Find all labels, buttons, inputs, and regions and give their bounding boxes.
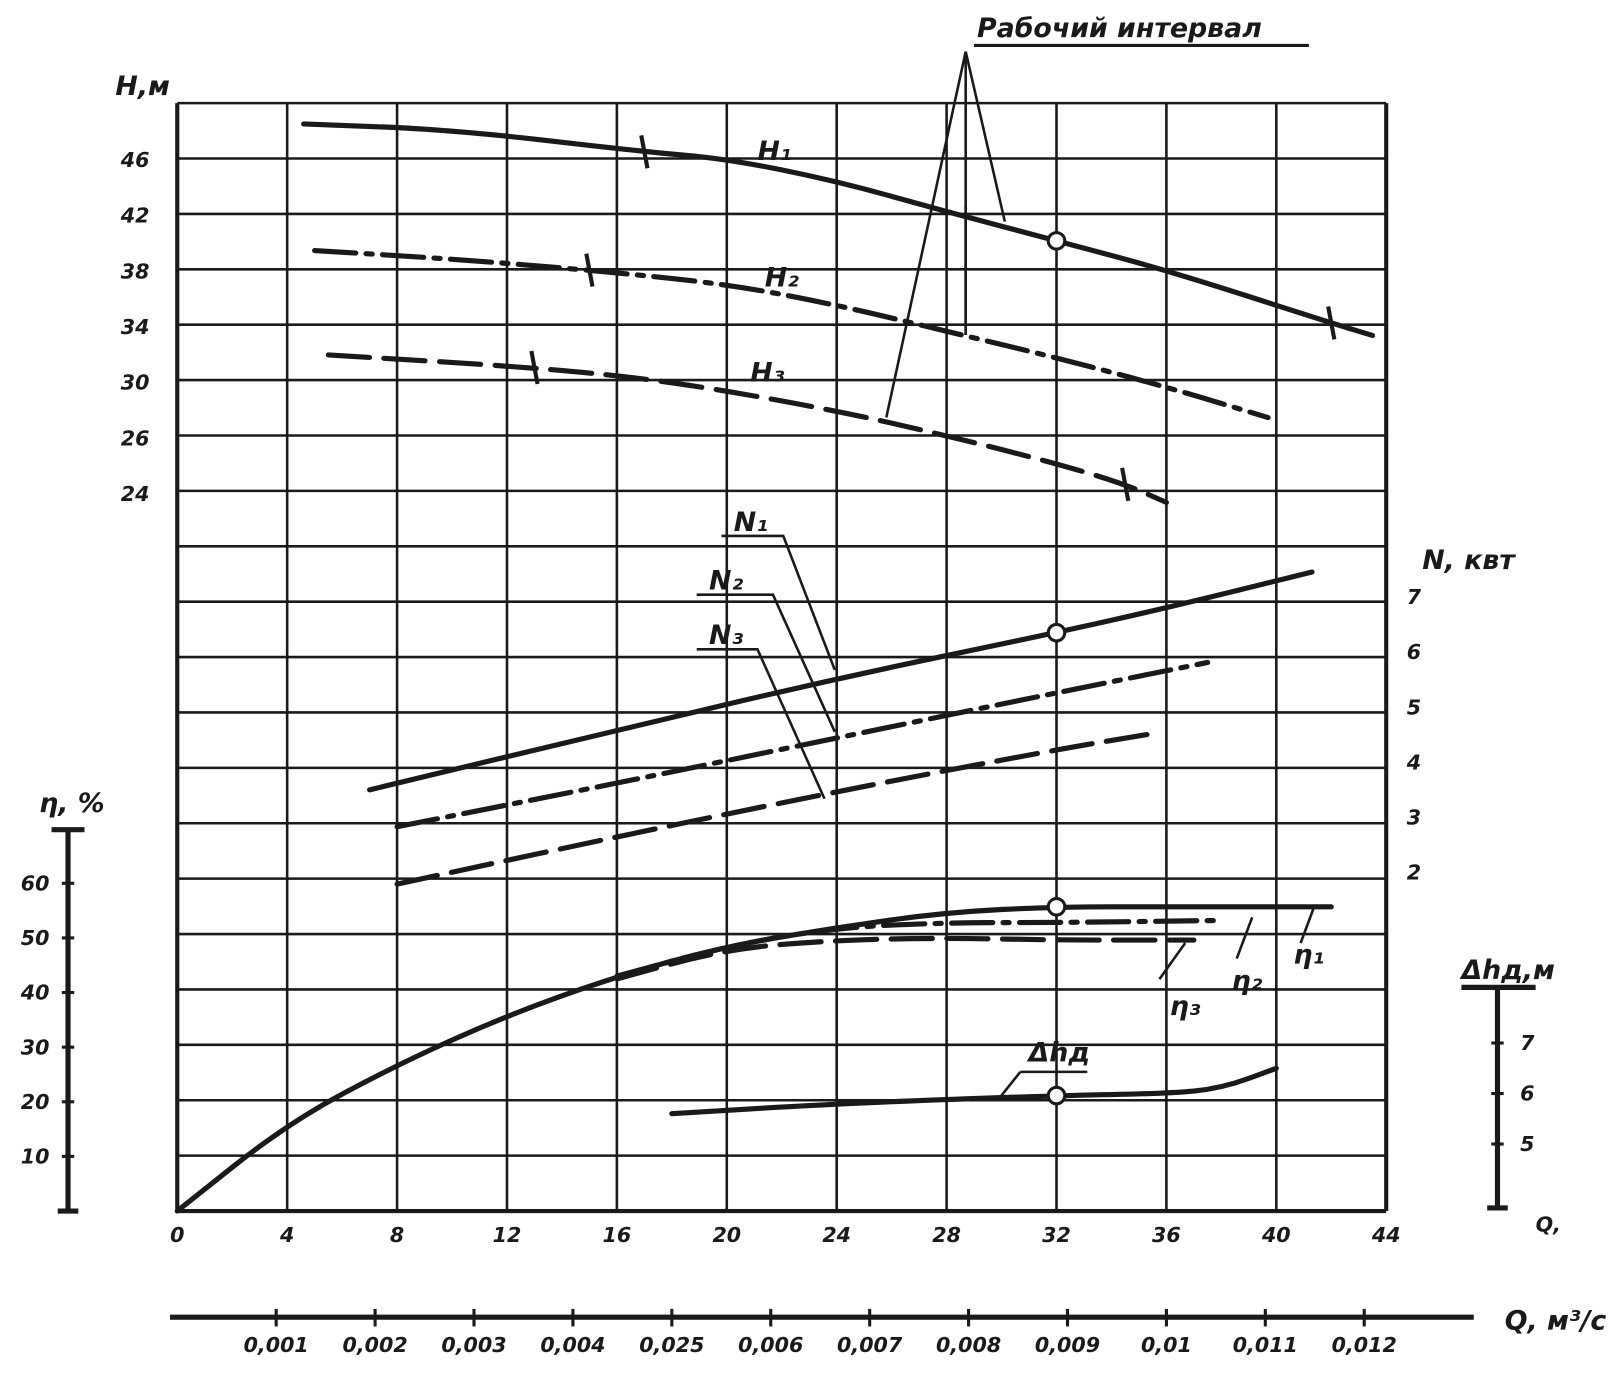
curve-tick-mark: [584, 253, 595, 287]
operating-point-marker: [1046, 622, 1067, 643]
q-m3s-axis-title: Q, м³/с: [1505, 1306, 1607, 1337]
n-tick-label: 4: [1406, 750, 1421, 774]
q-m3s-tick-label: 0,006: [738, 1333, 803, 1357]
x-tick-label: 16: [603, 1223, 632, 1247]
series-label-leader: [696, 648, 826, 800]
n-tick-label: 5: [1407, 695, 1421, 719]
series-line-1: [301, 121, 1376, 339]
x-tick-label: 44: [1371, 1223, 1401, 1247]
eta-tick-label: 30: [21, 1035, 50, 1059]
curve-tick-mark: [1326, 306, 1337, 340]
series-line-8: [614, 917, 1224, 979]
n-axis-title: N, квт: [1422, 545, 1516, 576]
eta-tick-label: 60: [21, 872, 50, 896]
axes: [51, 827, 1536, 1327]
x-tick-label: 36: [1152, 1223, 1181, 1247]
series-label: N₃: [709, 620, 743, 651]
n-tick-label: 3: [1407, 806, 1421, 830]
series-label: N₁: [734, 507, 768, 538]
dh-axis-title: Δhд,м: [1459, 955, 1555, 986]
series-label: η₂: [1232, 965, 1263, 996]
q-m3s-tick-label: 0,011: [1233, 1333, 1298, 1357]
dh-tick-label: 7: [1520, 1031, 1535, 1055]
q-m3s-tick-label: 0,025: [639, 1333, 704, 1357]
annotation-leader: [885, 51, 967, 418]
x-tick-label: 8: [390, 1223, 404, 1247]
dh-tick-label: 6: [1520, 1082, 1534, 1106]
x-tick-label: 4: [279, 1223, 294, 1247]
x-tick-label: 12: [493, 1223, 522, 1247]
labels: 0 4 8 12 16 20 24 28 32 36 40 440,001 0,002 0,003 0,00…: [20, 13, 1607, 1357]
series-label-leader: [1158, 942, 1187, 980]
working-interval-annotation: Рабочий интервал: [977, 13, 1262, 44]
dh-tick-label: 5: [1520, 1132, 1534, 1156]
series-line-5: [394, 659, 1211, 830]
series-label: H₁: [758, 136, 792, 167]
series-line-9: [614, 935, 1197, 982]
operating-point-marker: [1046, 896, 1067, 917]
h-tick-label: 30: [121, 371, 150, 395]
q-m3s-tick-label: 0,008: [936, 1333, 1001, 1357]
dh-axis-bottom-label: Q,: [1536, 1213, 1561, 1237]
x-tick-label: 20: [712, 1223, 741, 1247]
series-label: η₁: [1293, 940, 1324, 971]
h-axis-title: Н,м: [115, 71, 169, 102]
operating-point-marker: [1046, 231, 1067, 251]
q-m3s-tick-label: 0,001: [244, 1333, 309, 1357]
q-m3s-tick-label: 0,003: [441, 1333, 506, 1357]
h-tick-label: 34: [121, 315, 150, 339]
eta-tick-label: 40: [20, 981, 50, 1005]
series-label-leader: [998, 1071, 1022, 1099]
x-tick-label: 28: [932, 1223, 961, 1247]
x-tick-label: 32: [1042, 1223, 1071, 1247]
series-label-leader: [696, 593, 836, 733]
series-label: N₂: [709, 566, 743, 597]
x-tick-label: 24: [822, 1223, 851, 1247]
series-label-leader: [1235, 916, 1254, 959]
h-tick-label: 24: [121, 482, 150, 506]
series-label-leader: [1299, 906, 1316, 944]
annotation-leader: [964, 51, 1007, 222]
q-m3s-tick-label: 0,007: [837, 1333, 903, 1357]
eta-tick-label: 50: [21, 926, 50, 950]
h-tick-label: 26: [121, 426, 150, 450]
operating-point-marker: [1046, 1085, 1067, 1106]
n-tick-label: 6: [1407, 640, 1421, 664]
eta-tick-label: 10: [21, 1145, 50, 1169]
eta-tick-label: 20: [21, 1090, 50, 1114]
series-label-leader: [721, 534, 836, 671]
series-line-2: [312, 248, 1271, 421]
q-m3s-tick-label: 0,004: [540, 1333, 605, 1357]
n-tick-label: 7: [1407, 585, 1422, 609]
series-label: H₂: [765, 263, 799, 294]
series-label: Δhд: [1027, 1038, 1090, 1069]
h-tick-label: 38: [121, 259, 150, 283]
h-tick-label: 46: [120, 148, 150, 172]
series-line-3: [325, 352, 1169, 505]
series-line-4: [367, 569, 1315, 793]
series-line-7: [174, 904, 1334, 1214]
q-m3s-tick-label: 0,012: [1332, 1333, 1397, 1357]
series-line-10: [669, 1065, 1279, 1117]
series-line-6: [394, 731, 1156, 887]
curve-tick-mark: [639, 134, 650, 169]
n-tick-label: 2: [1407, 861, 1421, 885]
curve-tick-mark: [1120, 467, 1131, 502]
x-tick-label: 0: [170, 1223, 184, 1247]
eta-axis-title: η, %: [39, 788, 104, 819]
q-m3s-tick-label: 0,002: [342, 1333, 407, 1357]
curves: [174, 121, 1376, 1214]
h-tick-label: 42: [120, 204, 150, 228]
q-m3s-tick-label: 0,009: [1035, 1333, 1100, 1357]
curve-tick-mark: [529, 350, 540, 385]
x-tick-label: 40: [1261, 1223, 1291, 1247]
series-label: η₃: [1170, 991, 1201, 1022]
q-m3s-tick-label: 0,01: [1141, 1333, 1192, 1357]
series-label: H₃: [750, 357, 784, 388]
